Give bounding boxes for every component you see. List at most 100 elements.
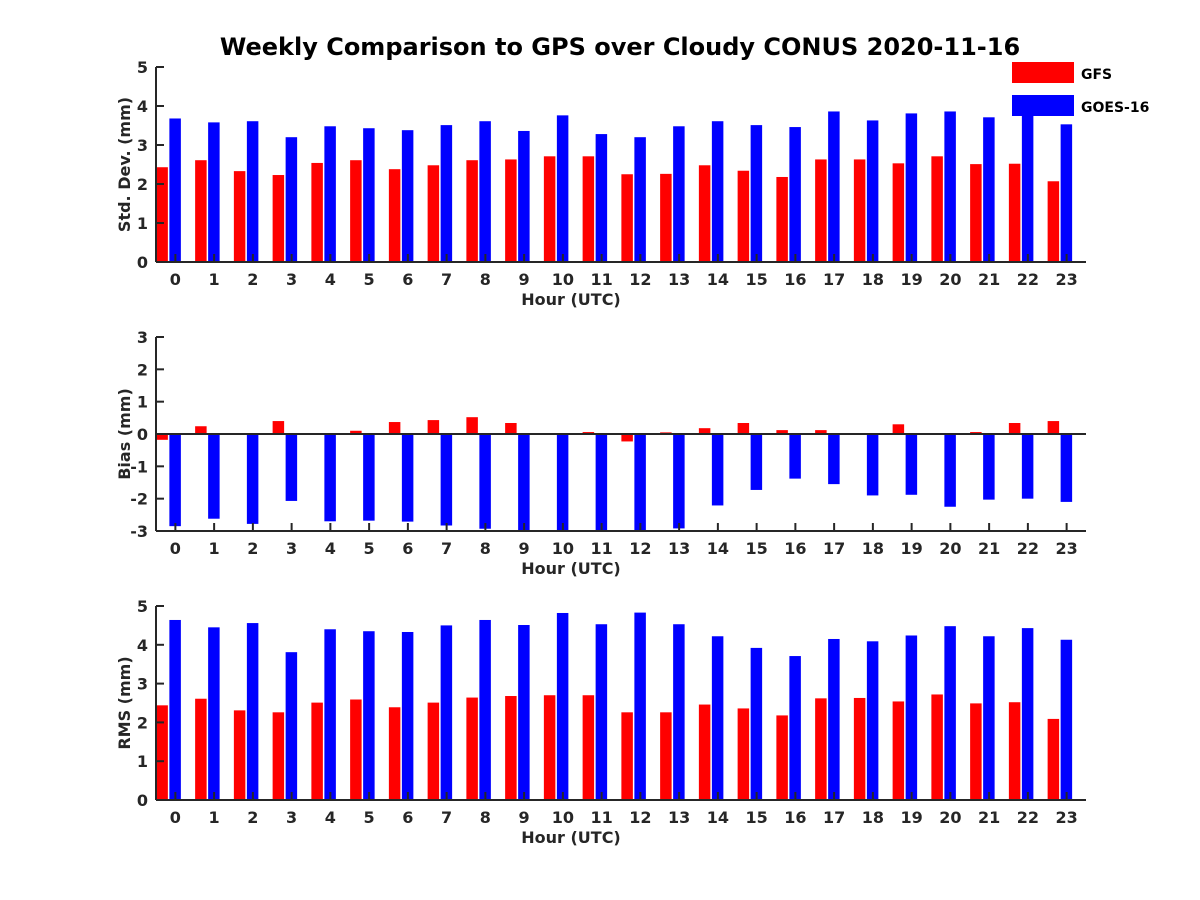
bar-rms-goes16-17 xyxy=(828,638,840,800)
bar-bias-goes16-6 xyxy=(401,434,414,522)
x-tick-label-std-dev-23: 23 xyxy=(1055,270,1077,289)
bar-bias-goes16-16 xyxy=(789,434,801,479)
bar-rms-goes16-14 xyxy=(711,636,724,800)
x-tick-label-rms-9: 9 xyxy=(519,808,530,827)
bar-rms-goes16-0 xyxy=(169,619,181,800)
bar-std-dev-gfs-6 xyxy=(388,169,401,262)
legend: GFS GOES-16 xyxy=(1012,62,1149,116)
x-tick-label-rms-1: 1 xyxy=(209,808,220,827)
x-tick-label-rms-4: 4 xyxy=(325,808,336,827)
bar-rms-goes16-2 xyxy=(246,623,259,800)
x-tick-label-bias-4: 4 xyxy=(325,539,336,558)
x-axis-label-rms: Hour (UTC) xyxy=(521,828,621,847)
bar-rms-gfs-10 xyxy=(543,695,556,800)
x-tick-label-bias-2: 2 xyxy=(247,539,258,558)
bar-rms-goes16-11 xyxy=(595,624,608,800)
bar-rms-gfs-8 xyxy=(466,697,478,800)
bar-std-dev-goes16-1 xyxy=(208,122,220,262)
x-tick-label-rms-5: 5 xyxy=(364,808,375,827)
bar-bias-goes16-0 xyxy=(169,434,181,527)
x-tick-label-std-dev-10: 10 xyxy=(552,270,574,289)
bar-std-dev-gfs-15 xyxy=(737,170,750,262)
x-tick-label-bias-1: 1 xyxy=(209,539,220,558)
x-axis-label-bias: Hour (UTC) xyxy=(521,559,621,578)
x-tick-label-std-dev-20: 20 xyxy=(939,270,961,289)
bar-std-dev-gfs-4 xyxy=(311,162,323,262)
bar-bias-goes16-2 xyxy=(246,434,259,524)
y-tick-label-std-dev-2: 2 xyxy=(137,175,148,194)
legend-label-gfs: GFS xyxy=(1081,67,1112,83)
bar-bias-goes16-8 xyxy=(479,434,491,529)
x-tick-label-bias-14: 14 xyxy=(707,539,729,558)
bar-std-dev-gfs-2 xyxy=(233,171,246,262)
x-tick-label-rms-12: 12 xyxy=(629,808,651,827)
x-tick-label-std-dev-11: 11 xyxy=(590,270,612,289)
y-tick-label-bias-1: 1 xyxy=(137,393,148,412)
bar-std-dev-gfs-14 xyxy=(698,165,711,262)
y-tick-label-rms-1: 1 xyxy=(137,752,148,771)
bar-std-dev-gfs-22 xyxy=(1008,163,1021,262)
bar-rms-gfs-12 xyxy=(621,712,633,800)
bar-rms-gfs-18 xyxy=(853,697,866,800)
bar-std-dev-gfs-21 xyxy=(970,164,982,262)
bar-rms-goes16-7 xyxy=(440,625,453,800)
bar-bias-goes16-23 xyxy=(1060,434,1073,502)
x-tick-label-rms-17: 17 xyxy=(823,808,845,827)
bar-bias-gfs-5 xyxy=(350,430,362,434)
y-tick-label-rms-2: 2 xyxy=(137,713,148,732)
bar-rms-goes16-16 xyxy=(789,656,801,800)
bar-std-dev-goes16-22 xyxy=(1021,108,1034,262)
bar-bias-gfs-9 xyxy=(505,423,517,434)
bar-std-dev-gfs-13 xyxy=(660,173,672,262)
chart-title: Weekly Comparison to GPS over Cloudy CON… xyxy=(220,33,1020,61)
bar-std-dev-gfs-10 xyxy=(543,156,556,262)
x-tick-label-std-dev-1: 1 xyxy=(209,270,220,289)
y-tick-label-std-dev-4: 4 xyxy=(137,97,148,116)
x-tick-label-rms-13: 13 xyxy=(668,808,690,827)
y-tick-label-rms-0: 0 xyxy=(137,791,148,810)
bar-rms-goes16-1 xyxy=(208,627,220,800)
bar-bias-goes16-14 xyxy=(711,434,724,506)
x-tick-label-std-dev-3: 3 xyxy=(286,270,297,289)
bar-bias-goes16-7 xyxy=(440,434,453,526)
bar-std-dev-gfs-16 xyxy=(776,176,788,262)
x-tick-label-std-dev-16: 16 xyxy=(784,270,806,289)
x-tick-label-bias-0: 0 xyxy=(170,539,181,558)
bar-rms-gfs-7 xyxy=(427,702,440,800)
bar-rms-goes16-3 xyxy=(285,652,298,800)
bar-bias-goes16-3 xyxy=(285,434,298,501)
bar-rms-goes16-18 xyxy=(866,641,879,800)
bar-std-dev-gfs-18 xyxy=(853,159,866,262)
bar-std-dev-goes16-2 xyxy=(246,121,259,263)
x-tick-label-rms-21: 21 xyxy=(978,808,1000,827)
bar-bias-gfs-8 xyxy=(466,417,478,434)
bar-bias-gfs-12 xyxy=(621,434,633,442)
bar-std-dev-gfs-7 xyxy=(427,165,440,262)
legend-swatch-gfs xyxy=(1012,62,1074,83)
x-axis-label-std-dev: Hour (UTC) xyxy=(521,290,621,309)
bar-std-dev-gfs-9 xyxy=(505,159,517,262)
bar-rms-gfs-17 xyxy=(815,698,827,800)
y-tick-label-std-dev-1: 1 xyxy=(137,214,148,233)
bar-rms-gfs-21 xyxy=(970,703,982,800)
bar-std-dev-goes16-18 xyxy=(866,120,879,263)
bar-rms-gfs-5 xyxy=(350,699,362,800)
bar-bias-gfs-19 xyxy=(892,424,905,434)
x-tick-label-std-dev-8: 8 xyxy=(480,270,491,289)
bar-bias-goes16-11 xyxy=(595,434,608,531)
x-tick-label-rms-0: 0 xyxy=(170,808,181,827)
bar-std-dev-goes16-15 xyxy=(750,125,763,262)
bar-bias-goes16-18 xyxy=(866,434,879,496)
bar-bias-goes16-15 xyxy=(750,434,763,490)
bar-std-dev-goes16-0 xyxy=(169,118,181,262)
y-tick-label-std-dev-0: 0 xyxy=(137,253,148,272)
bar-std-dev-gfs-17 xyxy=(815,159,827,262)
y-axis-label-rms: RMS (mm) xyxy=(115,656,134,749)
x-tick-label-std-dev-0: 0 xyxy=(170,270,181,289)
x-tick-label-rms-19: 19 xyxy=(900,808,922,827)
bar-std-dev-goes16-5 xyxy=(363,128,375,262)
bar-rms-goes16-23 xyxy=(1060,639,1073,800)
bar-rms-goes16-12 xyxy=(634,612,646,800)
bar-bias-goes16-13 xyxy=(673,434,685,529)
